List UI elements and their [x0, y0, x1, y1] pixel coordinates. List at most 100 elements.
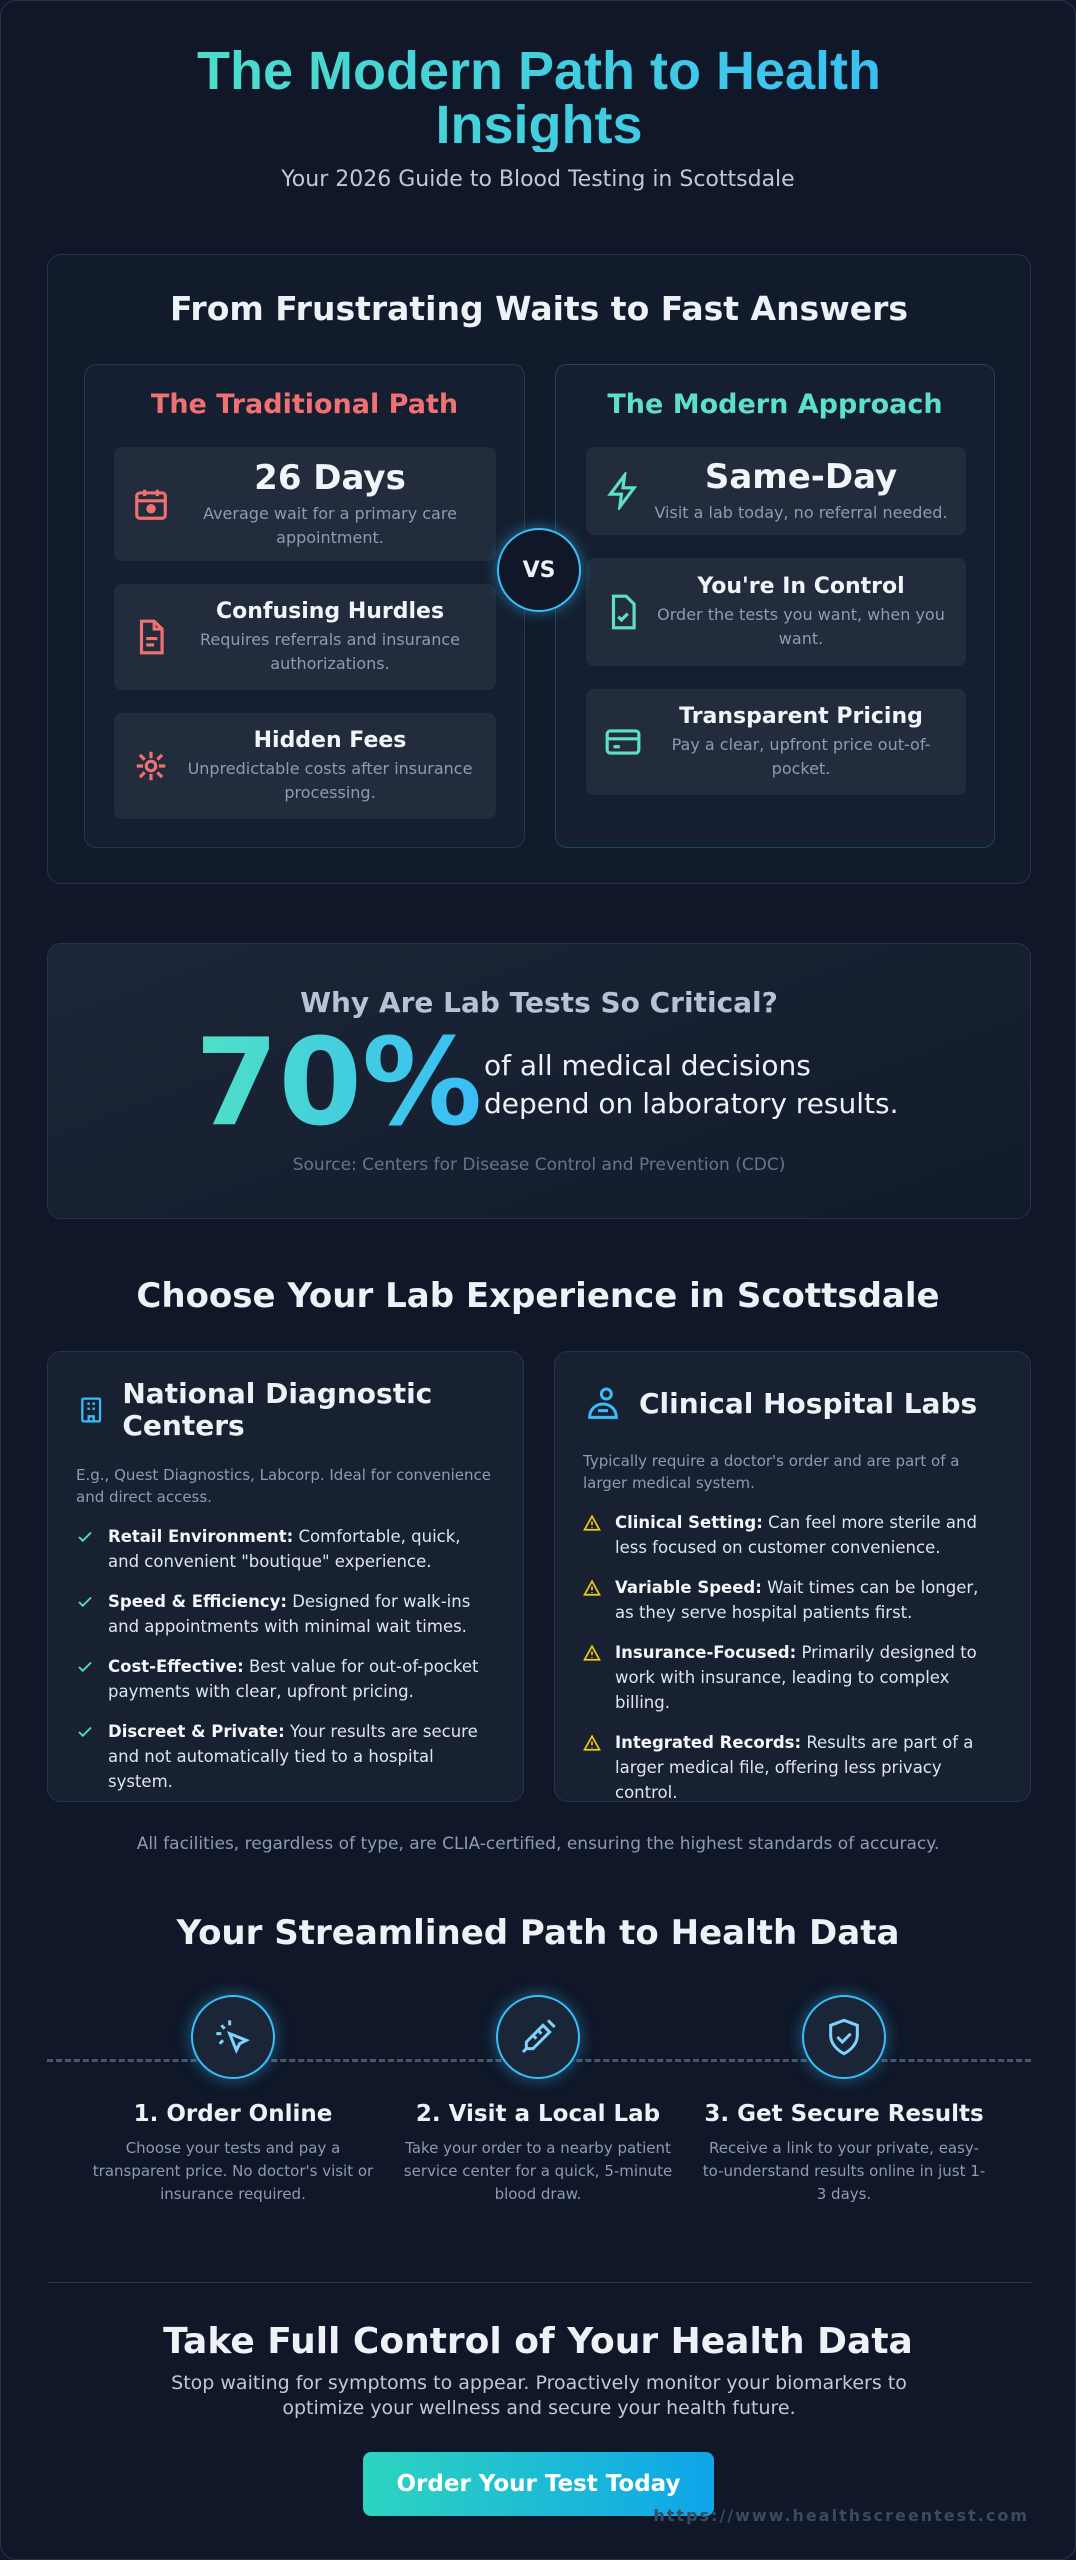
- section-title: From Frustrating Waits to Fast Answers: [170, 289, 908, 328]
- modern-column: The Modern Approach Same-Day Visit a lab …: [555, 364, 995, 848]
- icon: [78, 1726, 92, 1738]
- icon: [216, 2020, 250, 2054]
- point-label: Cost-Effective:: [108, 1657, 244, 1676]
- item: Confusing Hurdles Requires referrals and …: [114, 584, 496, 690]
- point: Speed & Efficiency: Designed for walk-in…: [76, 1589, 495, 1639]
- item-title: Transparent Pricing: [679, 703, 923, 729]
- comparison: From Frustrating Waits to Fast Answers T…: [47, 254, 1031, 884]
- lab-card: Clinical Hospital Labs Typically require…: [554, 1351, 1031, 1802]
- item-title: You're In Control: [697, 573, 905, 599]
- cta-title: Take Full Control of Your Health Data: [163, 2321, 913, 2362]
- stat-source: Source: Centers for Disease Control and …: [292, 1155, 786, 1175]
- item-desc: Order the tests you want, when you want.: [657, 604, 945, 648]
- point-desc: Designed for walk-ins and appointments w…: [108, 1592, 471, 1636]
- point-list: Clinical Setting: Can feel more sterile …: [583, 1510, 1002, 1805]
- point-text: Cost-Effective: Best value for out-of-po…: [108, 1654, 495, 1704]
- point-desc: Results are part of a larger medical fil…: [615, 1733, 974, 1802]
- point-text: Speed & Efficiency: Designed for walk-in…: [108, 1589, 495, 1639]
- point-label: Speed & Efficiency:: [108, 1592, 287, 1611]
- point-text: Discreet & Private: Your results are sec…: [108, 1719, 495, 1794]
- url: https://www.healthscreentest.com: [653, 2506, 1029, 2525]
- item-desc: Average wait for a primary care appointm…: [203, 504, 457, 547]
- item-title: Same-Day: [704, 457, 898, 497]
- point-text: Variable Speed: Wait times can be longer…: [615, 1575, 1002, 1625]
- lab-intro: Typically require a doctor's order and a…: [583, 1452, 960, 1492]
- step-title: 1. Order Online: [133, 2101, 333, 2127]
- step-title: 2. Visit a Local Lab: [415, 2101, 661, 2127]
- step-desc: Choose your tests and pay a transparent …: [92, 2139, 374, 2203]
- point: Integrated Records: Results are part of …: [583, 1730, 1002, 1805]
- cta-button[interactable]: Order Your Test Today: [363, 2452, 714, 2516]
- step: 1. Order Online Choose your tests and pa…: [88, 1995, 378, 2206]
- column-title: The Traditional Path: [150, 389, 459, 420]
- icon: [588, 1387, 618, 1419]
- icon: [78, 1531, 92, 1543]
- lab-name: Clinical Hospital Labs: [639, 1387, 978, 1420]
- point-label: Retail Environment:: [108, 1527, 294, 1546]
- point: Retail Environment: Comfortable, quick, …: [76, 1524, 495, 1574]
- step-title: 3. Get Secure Results: [704, 2101, 984, 2127]
- icon: [81, 1397, 102, 1423]
- icon: [583, 1579, 601, 1596]
- point-desc: Primarily designed to work with insuranc…: [615, 1643, 977, 1712]
- point: Variable Speed: Wait times can be longer…: [583, 1575, 1002, 1625]
- point-desc: Your results are secure and not automati…: [108, 1722, 478, 1791]
- lab-name: National Diagnostic Centers: [122, 1377, 433, 1442]
- item: Hidden Fees Unpredictable costs after ins…: [114, 713, 496, 819]
- icon: [78, 1596, 92, 1608]
- point-label: Clinical Setting:: [615, 1513, 763, 1532]
- point-text: Insurance-Focused: Primarily designed to…: [615, 1640, 1002, 1715]
- traditional-column: The Traditional Path 26 Days Average wait…: [84, 364, 525, 848]
- point-desc: Can feel more sterile and less focused o…: [615, 1513, 977, 1557]
- section-title: Your Streamlined Path to Health Data: [176, 1913, 900, 1953]
- stat-text: of all medical decisions depend on labor…: [484, 1049, 899, 1120]
- point-label: Integrated Records:: [615, 1733, 802, 1752]
- item-title: Confusing Hurdles: [215, 598, 445, 624]
- stat-box: Why Are Lab Tests So Critical? 70% of al…: [47, 943, 1031, 1219]
- step-desc: Take your order to a nearby patient serv…: [403, 2139, 673, 2203]
- point: Cost-Effective: Best value for out-of-po…: [76, 1654, 495, 1704]
- item-title: 26 Days: [254, 458, 406, 498]
- item: Same-Day Visit a lab today, no referral n…: [586, 447, 966, 535]
- point-desc: Comfortable, quick, and convenient "bout…: [108, 1527, 461, 1571]
- point-label: Variable Speed:: [615, 1578, 762, 1597]
- column-title: The Modern Approach: [607, 389, 943, 420]
- lab-card: National Diagnostic Centers E.g., Quest …: [47, 1351, 524, 1802]
- point-label: Insurance-Focused:: [615, 1643, 797, 1662]
- point-label: Discreet & Private:: [108, 1722, 285, 1741]
- icon: [583, 1514, 601, 1531]
- icon: [829, 2018, 859, 2056]
- item: Transparent Pricing Pay a clear, upfront …: [586, 689, 966, 795]
- point-text: Integrated Records: Results are part of …: [615, 1730, 1002, 1805]
- vs-badge: VS: [497, 528, 581, 612]
- item-desc: Pay a clear, upfront price out-of-pocket…: [671, 734, 931, 778]
- point: Insurance-Focused: Primarily designed to…: [583, 1640, 1002, 1715]
- cta-text: Stop waiting for symptoms to appear. Pro…: [171, 2372, 907, 2419]
- icon: [521, 2019, 556, 2054]
- point-text: Retail Environment: Comfortable, quick, …: [108, 1524, 495, 1574]
- step: 2. Visit a Local Lab Take your order to …: [393, 1995, 683, 2206]
- footnote: All facilities, regardless of type, are …: [136, 1834, 940, 1854]
- divider: [47, 2282, 1031, 2283]
- icon: [611, 594, 636, 630]
- subtitle: Your 2026 Guide to Blood Testing in Scot…: [281, 167, 795, 192]
- point-desc: Wait times can be longer, as they serve …: [615, 1578, 979, 1622]
- icon: [583, 1644, 601, 1661]
- stat-heading: Why Are Lab Tests So Critical?: [300, 986, 778, 1019]
- point-desc: Best value for out-of-pocket payments wi…: [108, 1657, 479, 1701]
- step: 3. Get Secure Results Receive a link to …: [699, 1995, 989, 2206]
- stat-figure: 70%: [195, 1014, 483, 1153]
- icon: [607, 472, 638, 510]
- section-title: Choose Your Lab Experience in Scottsdale: [136, 1276, 940, 1316]
- point-text: Clinical Setting: Can feel more sterile …: [615, 1510, 1002, 1560]
- icon: [605, 729, 641, 755]
- item-desc: Requires referrals and insurance authori…: [200, 629, 460, 673]
- item-title: Hidden Fees: [253, 727, 407, 753]
- item: You're In Control Order the tests you wan…: [586, 558, 966, 666]
- point-list: Retail Environment: Comfortable, quick, …: [76, 1524, 495, 1794]
- step-desc: Receive a link to your private, easy-to-…: [702, 2139, 986, 2203]
- lab-intro: E.g., Quest Diagnostics, Labcorp. Ideal …: [76, 1466, 491, 1506]
- icon: [583, 1734, 601, 1751]
- point: Clinical Setting: Can feel more sterile …: [583, 1510, 1002, 1560]
- point: Discreet & Private: Your results are sec…: [76, 1719, 495, 1794]
